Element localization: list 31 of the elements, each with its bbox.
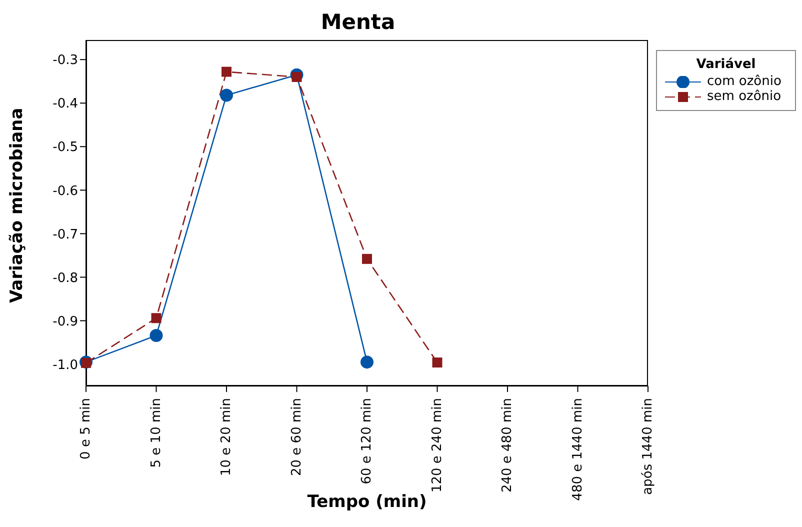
y-tick-label: -0.3 bbox=[52, 53, 78, 68]
x-tick-label: 120 e 240 min bbox=[430, 398, 445, 493]
point bbox=[432, 358, 442, 368]
x-tick-label: 60 e 120 min bbox=[360, 398, 374, 484]
chart-title: Menta bbox=[320, 10, 396, 34]
y-axis-title: Variação microbiana bbox=[7, 108, 28, 303]
x-tick-label: 20 e 60 min bbox=[289, 398, 304, 476]
y-tick-label: -0.8 bbox=[52, 270, 78, 286]
x-tick-label: 0 e 5 min bbox=[78, 398, 94, 460]
y-tick-label: -1.0 bbox=[52, 358, 78, 373]
x-tick-label: 480 e 1440 min bbox=[570, 398, 586, 501]
y-tick-label: -0.6 bbox=[52, 184, 78, 199]
x-tick-label: 5 e 10 min bbox=[148, 398, 164, 468]
y-tick-label: -0.5 bbox=[52, 140, 78, 156]
point bbox=[292, 72, 302, 82]
y-tick-label: -0.9 bbox=[52, 314, 78, 330]
x-tick-label: 240 e 480 min bbox=[500, 398, 515, 493]
y-tick-label: -0.4 bbox=[52, 96, 78, 112]
point bbox=[362, 254, 372, 264]
point bbox=[220, 88, 233, 102]
point bbox=[150, 329, 163, 342]
point bbox=[222, 66, 232, 77]
x-tick-label: 10 e 20 min bbox=[219, 398, 234, 476]
x-axis-title: Tempo (min) bbox=[307, 492, 427, 512]
point bbox=[151, 313, 162, 324]
x-tick-label: após 1440 min bbox=[640, 398, 656, 495]
legend-title: Variável bbox=[695, 57, 757, 72]
legend-label: com ozônio bbox=[707, 74, 782, 89]
point bbox=[360, 356, 374, 369]
legend-label: sem ozônio bbox=[707, 89, 782, 104]
y-tick-label: -0.7 bbox=[52, 227, 78, 242]
